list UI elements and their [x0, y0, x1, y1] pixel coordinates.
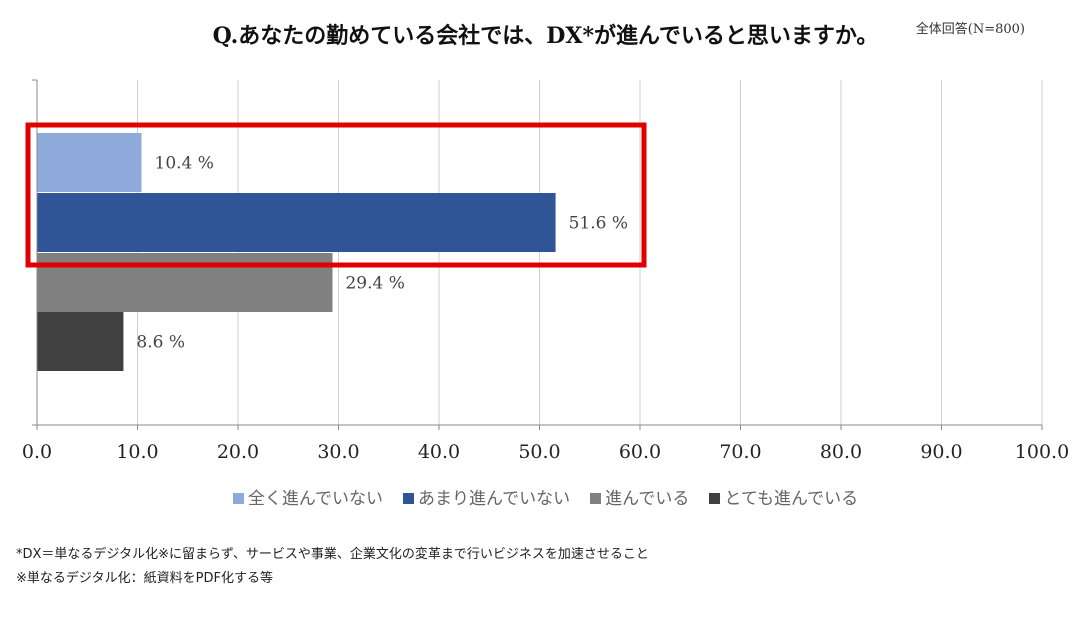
bar	[37, 312, 124, 371]
legend-label: とても進んでいる	[724, 489, 859, 509]
x-tick-label: 0.0	[22, 441, 52, 463]
data-label: 29.4 %	[345, 274, 404, 294]
legend-item: 全く進んでいない	[232, 484, 384, 509]
x-tick-label: 30.0	[317, 441, 359, 463]
data-label: 51.6 %	[569, 214, 628, 234]
legend-label: 進んでいる	[605, 489, 690, 509]
x-tick-label: 50.0	[518, 441, 560, 463]
x-tick-label: 60.0	[619, 441, 661, 463]
legend-item: 進んでいる	[590, 484, 689, 509]
legend: 全く進んでいない あまり進んでいない 進んでいる とても進んでいる	[0, 484, 1091, 509]
x-tick-label: 90.0	[920, 441, 962, 463]
bar	[37, 133, 142, 192]
bar	[37, 193, 556, 252]
highlight-box	[25, 122, 647, 268]
legend-swatch	[232, 493, 244, 504]
legend-swatch	[590, 493, 602, 504]
x-tick-label: 100.0	[1015, 441, 1069, 463]
legend-label: あまり進んでいない	[418, 489, 571, 509]
bar-chart: 0.0 10.0 20.0 30.0 40.0 50.0 60.0 70.0 80.0 90.0 1…	[22, 79, 1069, 463]
legend-item: とても進んでいる	[709, 484, 858, 509]
data-label: 10.4 %	[155, 154, 214, 174]
chart-title: Q.あなたの勤めている会社では、DX*が進んでいると思いますか。	[212, 23, 879, 49]
x-tick-label: 80.0	[820, 441, 862, 463]
footnote-digitization: ※単なるデジタル化：紙資料をPDF化する等	[16, 571, 273, 586]
x-tick-label: 10.0	[116, 441, 158, 463]
legend-label: 全く進んでいない	[247, 489, 384, 509]
legend-swatch	[709, 493, 721, 504]
legend-item: あまり進んでいない	[403, 484, 570, 509]
footnote-dx: *DX＝単なるデジタル化※に留まらず、サービスや事業、企業文化の変革まで行いビジ…	[16, 547, 649, 562]
legend-swatch	[403, 493, 415, 504]
data-label: 8.6 %	[136, 333, 185, 353]
x-tick-label: 40.0	[418, 441, 460, 463]
chart-subtitle: 全体回答(N=800)	[915, 22, 1025, 37]
x-tick-label: 70.0	[719, 441, 761, 463]
bar	[37, 253, 333, 312]
x-tick-label: 20.0	[217, 441, 259, 463]
